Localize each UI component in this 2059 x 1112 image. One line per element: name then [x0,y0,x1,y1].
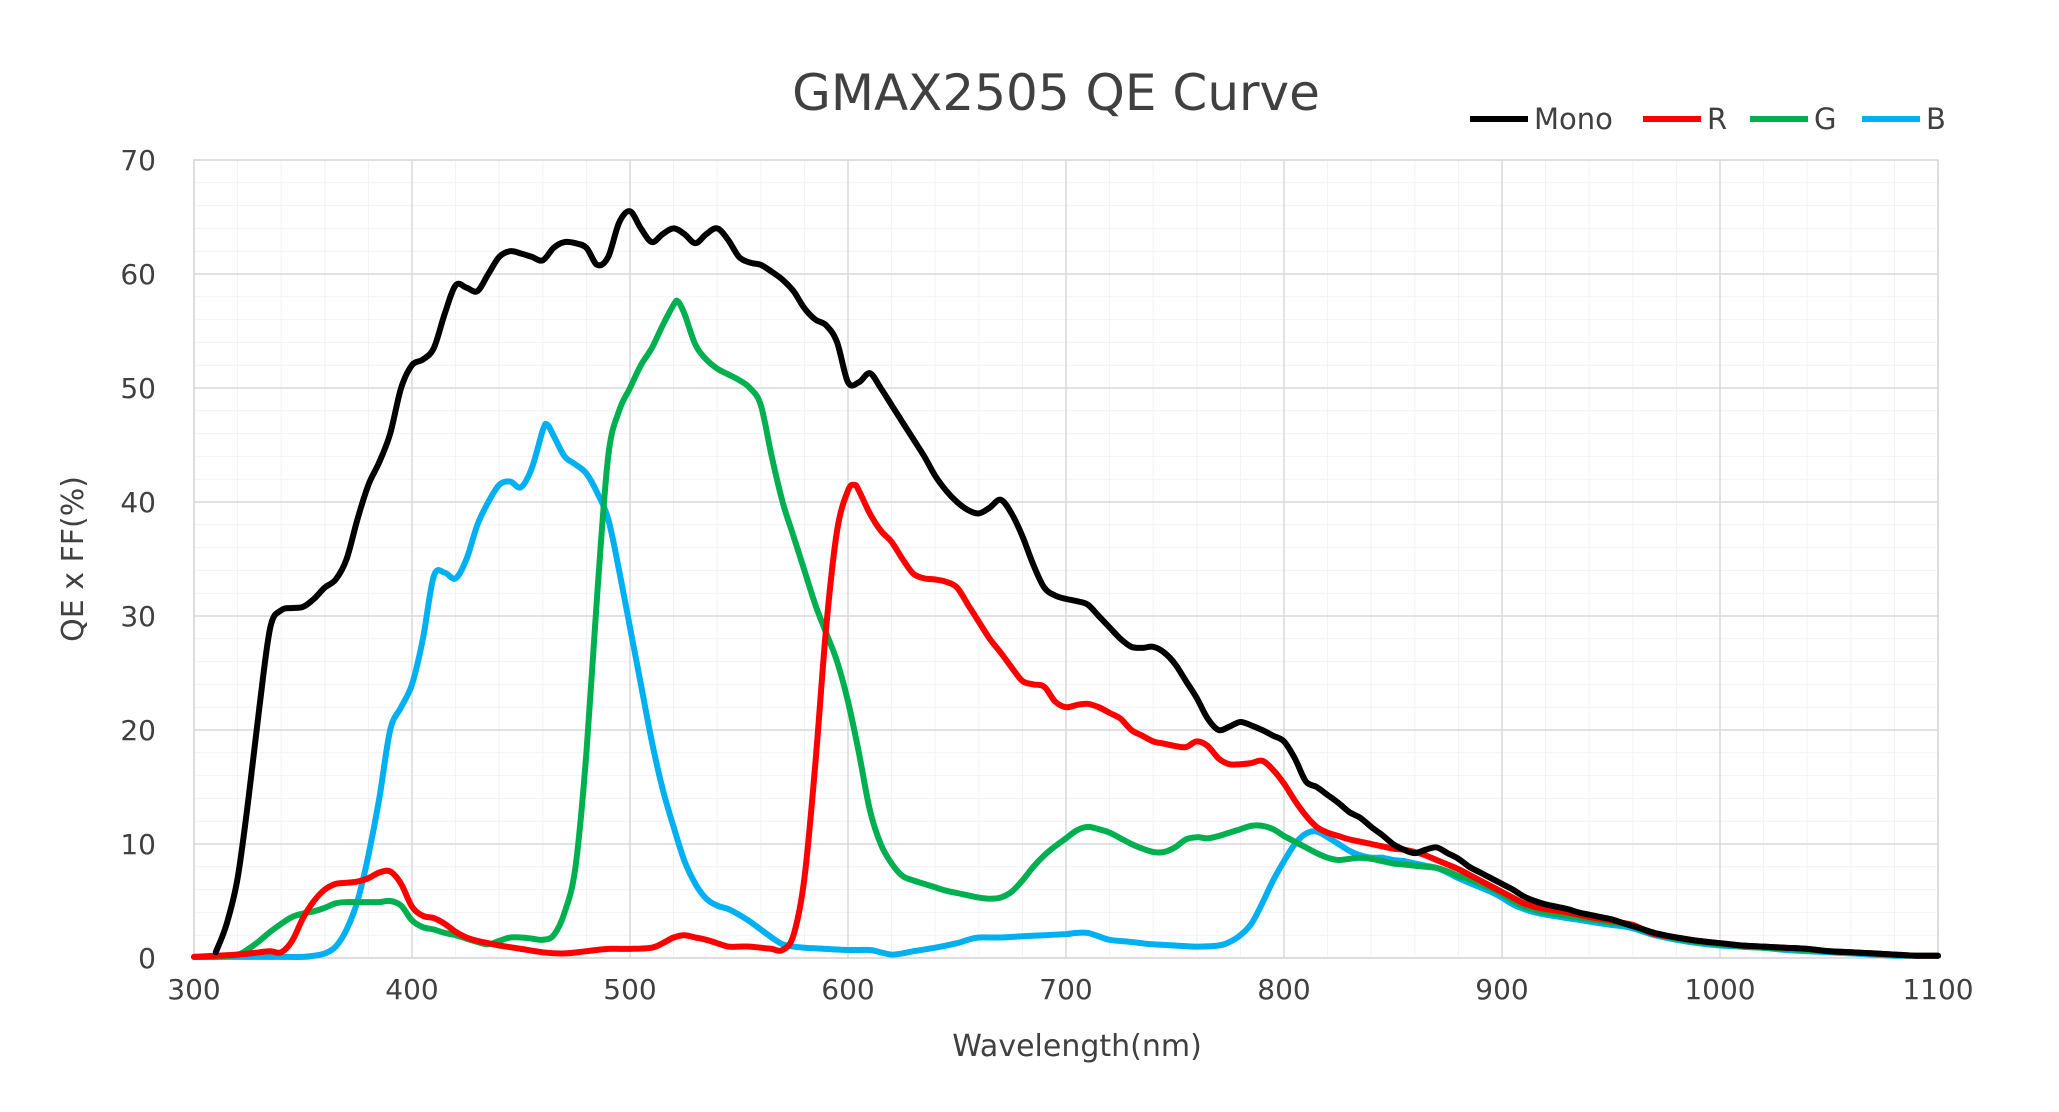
y-tick-label: 0 [138,942,156,975]
series-line-r [191,481,1941,960]
x-tick-label: 1100 [1902,973,1973,1006]
y-axis-label: QE x FF(%) [56,476,91,642]
x-tick-label: 1000 [1684,973,1755,1006]
x-tick-label: 700 [1039,973,1092,1006]
y-tick-label: 60 [120,258,156,291]
y-tick-label: 70 [120,144,156,177]
x-tick-label: 800 [1257,973,1310,1006]
y-tick-label: 10 [120,828,156,861]
x-tick-label: 600 [821,973,874,1006]
legend-label-g: G [1814,102,1836,136]
y-tick-label: 30 [120,600,156,633]
x-axis-label: Wavelength(nm) [952,1029,1202,1064]
legend: Mono R G B [1470,102,1946,136]
x-tick-label: 500 [603,973,656,1006]
legend-label-b: B [1926,102,1946,136]
legend-label-mono: Mono [1534,102,1613,136]
series-lines [191,208,1941,961]
x-axis-ticks: 300 400 500 600 700 800 900 1000 1100 [167,973,1973,1006]
x-tick-label: 400 [385,973,438,1006]
y-tick-label: 20 [120,714,156,747]
chart-title: GMAX2505 QE Curve [792,64,1320,122]
y-tick-label: 40 [120,486,156,519]
y-axis-ticks: 0 10 20 30 40 50 60 70 [120,144,156,975]
major-gridlines [193,159,1939,959]
x-tick-label: 900 [1475,973,1528,1006]
series-line-mono [212,208,1941,959]
y-tick-label: 50 [120,372,156,405]
legend-label-r: R [1707,102,1727,136]
x-tick-label: 300 [167,973,220,1006]
